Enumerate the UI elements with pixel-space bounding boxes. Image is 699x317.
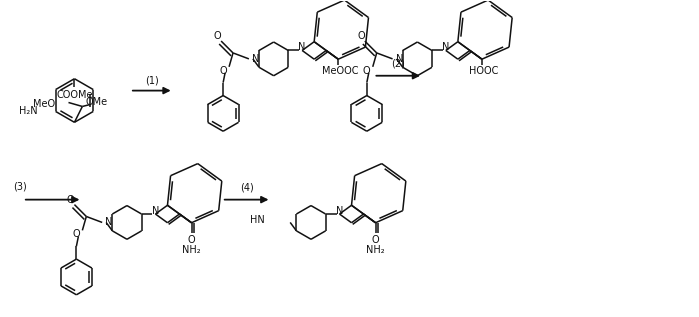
Text: NH₂: NH₂ <box>366 244 385 255</box>
Text: H₂N: H₂N <box>19 107 38 116</box>
Text: O: O <box>188 235 195 245</box>
Text: MeO: MeO <box>34 100 56 109</box>
Text: O: O <box>219 66 227 76</box>
Text: COOMe: COOMe <box>56 90 93 100</box>
Text: N: N <box>152 206 159 216</box>
Text: O: O <box>363 66 370 76</box>
Text: O: O <box>213 31 221 41</box>
Text: MeOOC: MeOOC <box>322 66 359 76</box>
Text: OMe: OMe <box>85 98 108 107</box>
Text: N: N <box>442 42 449 53</box>
Text: N: N <box>298 42 306 53</box>
Text: HN: HN <box>250 216 264 225</box>
Text: HOOC: HOOC <box>469 66 498 76</box>
Text: (3): (3) <box>13 182 27 192</box>
Text: (2): (2) <box>391 59 405 69</box>
Text: N: N <box>396 54 403 64</box>
Text: NH₂: NH₂ <box>182 244 201 255</box>
Text: O: O <box>66 195 74 205</box>
Text: N: N <box>105 217 113 227</box>
Text: O: O <box>357 31 365 41</box>
Text: O: O <box>73 229 80 239</box>
Text: N: N <box>336 206 343 216</box>
Text: O: O <box>372 235 380 245</box>
Text: (4): (4) <box>240 183 254 193</box>
Text: (1): (1) <box>145 76 159 86</box>
Text: N: N <box>252 54 259 64</box>
